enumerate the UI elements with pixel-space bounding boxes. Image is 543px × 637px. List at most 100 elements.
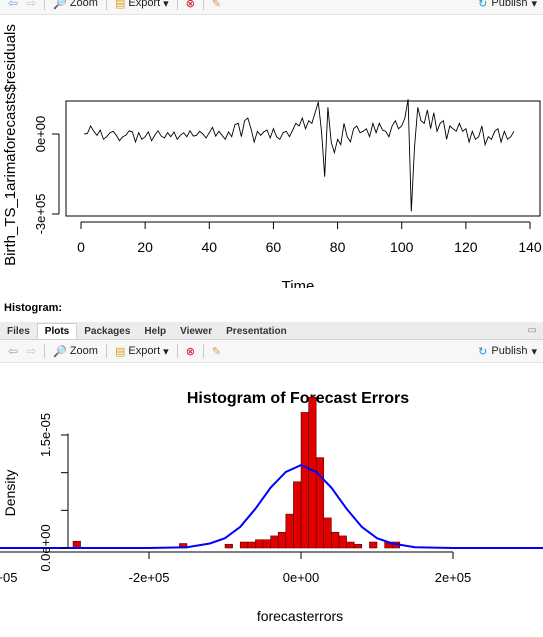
plots-toolbar-bottom: ⇦ ⇨ 🔎 Zoom ▤ Export ▾ ⊗ ✎ ↻ Publish ▾ <box>0 340 543 363</box>
remove-icon: ⊗ <box>185 345 195 358</box>
minimize-icon[interactable]: ▭ <box>527 325 537 336</box>
publish-icon: ↻ <box>478 0 488 10</box>
x-tick-label: 0e+00 <box>283 570 320 585</box>
publish-button[interactable]: ↻ Publish ▾ <box>478 0 537 10</box>
remove-plot-button[interactable]: ⊗ <box>186 345 195 358</box>
x-axis: 0 20 40 60 80 100 120 140 <box>77 221 542 255</box>
y-tick-label: 1.5e-05 <box>38 413 53 457</box>
x-tick-label: 0 <box>77 239 85 255</box>
chevron-down-icon: ▾ <box>163 345 169 358</box>
x-tick-label: 20 <box>137 239 153 255</box>
chevron-down-icon: ▾ <box>531 0 537 10</box>
histogram-bar <box>331 531 340 549</box>
zoom-icon: 🔎 <box>53 0 67 10</box>
forward-arrow-icon[interactable]: ⇨ <box>26 0 37 10</box>
histogram-bar <box>369 541 378 549</box>
toolbar-divider <box>202 0 204 10</box>
pane-tabs: Files Plots Packages Help Viewer Present… <box>0 322 543 340</box>
tab-viewer[interactable]: Viewer <box>180 326 213 337</box>
tab-help[interactable]: Help <box>144 326 167 337</box>
density-curve <box>0 464 543 549</box>
zoom-label: Zoom <box>69 0 98 9</box>
broom-icon: ✎ <box>211 345 222 358</box>
zoom-button[interactable]: 🔎 Zoom <box>53 0 98 10</box>
publish-label: Publish <box>491 0 528 9</box>
x-tick-label: 120 <box>454 239 478 255</box>
histogram-plot: Histogram of Forecast Errors -4e+05 -2e+0… <box>0 390 543 624</box>
residuals-series-line <box>84 99 515 212</box>
y-tick-label: -3e+05 <box>33 194 48 235</box>
toolbar-divider <box>105 344 107 358</box>
plots-toolbar-top: ⇦ ⇨ 🔎 Zoom ▤ Export ▾ ⊗ ✎ ↻ Publish ▾ <box>0 0 543 15</box>
y-axis: 0.0e+00 1.5e-05 <box>38 413 69 572</box>
zoom-icon: 🔎 <box>53 345 67 358</box>
histogram-bar <box>270 535 279 549</box>
tab-plots[interactable]: Plots <box>36 323 78 339</box>
histogram-bar <box>323 517 332 549</box>
y-axis-title: Birth_TS_1arimaforecasts$residuals <box>2 24 19 266</box>
remove-plot-button[interactable]: ⊗ <box>186 0 195 10</box>
chevron-down-icon: ▾ <box>531 345 537 358</box>
histogram-bar <box>239 541 249 549</box>
histogram-bar <box>338 535 347 549</box>
histogram-bar <box>247 541 256 549</box>
zoom-button[interactable]: 🔎 Zoom <box>53 345 98 358</box>
tab-presentation[interactable]: Presentation <box>226 326 287 337</box>
tab-packages[interactable]: Packages <box>84 326 131 337</box>
clear-plots-button[interactable]: ✎ <box>212 345 221 358</box>
histogram-bar <box>353 543 363 549</box>
x-axis: -4e+05 -2e+05 0e+00 2e+05 <box>0 551 472 585</box>
histogram-bar <box>346 541 355 549</box>
forward-arrow-icon[interactable]: ⇨ <box>26 344 37 358</box>
x-axis-title: Time <box>282 278 315 288</box>
export-button[interactable]: ▤ Export ▾ <box>115 0 169 10</box>
export-label: Export <box>128 0 161 9</box>
chevron-down-icon: ▾ <box>163 0 169 10</box>
export-label: Export <box>128 345 161 357</box>
y-axis: -3e+05 0e+00 <box>33 116 60 235</box>
histogram-bar <box>277 531 287 549</box>
x-tick-label: -2e+05 <box>129 570 170 585</box>
residuals-time-series-plot: 0 20 40 60 80 100 120 140 -3e+05 0e+00 Time Birt… <box>2 24 542 288</box>
x-tick-label: 140 <box>518 239 542 255</box>
histogram-bar <box>308 397 317 549</box>
x-axis-title: forecasterrors <box>257 608 343 624</box>
x-tick-label: -4e+05 <box>0 570 17 585</box>
section-label: Histogram: <box>4 302 63 314</box>
back-arrow-icon[interactable]: ⇦ <box>8 344 19 358</box>
x-tick-label: 2e+05 <box>435 570 472 585</box>
histogram-bar <box>293 481 302 549</box>
export-icon: ▤ <box>114 345 126 358</box>
histogram-bar <box>255 539 264 549</box>
toolbar-divider <box>44 344 46 358</box>
chart-title: Histogram of Forecast Errors <box>187 390 409 407</box>
broom-icon: ✎ <box>211 0 222 10</box>
publish-label: Publish <box>491 345 528 357</box>
toolbar-divider <box>176 0 178 10</box>
x-tick-label: 100 <box>390 239 414 255</box>
histogram-bar <box>315 457 325 549</box>
histogram-bar <box>224 543 233 549</box>
y-tick-label: 0.0e+00 <box>38 524 53 571</box>
plot-frame <box>65 100 541 217</box>
publish-icon: ↻ <box>478 345 488 358</box>
remove-icon: ⊗ <box>185 0 195 10</box>
histogram-bar <box>285 513 294 549</box>
publish-button[interactable]: ↻ Publish ▾ <box>478 345 537 358</box>
histogram-bar <box>300 412 309 549</box>
y-tick-label: 0e+00 <box>33 116 48 153</box>
x-tick-label: 60 <box>266 239 282 255</box>
toolbar-divider <box>176 344 178 358</box>
histogram-bars <box>72 397 401 549</box>
back-arrow-icon[interactable]: ⇦ <box>8 0 19 10</box>
histogram-bar <box>72 540 81 549</box>
x-tick-label: 40 <box>201 239 217 255</box>
clear-plots-button[interactable]: ✎ <box>212 0 221 10</box>
y-axis-title: Density <box>2 470 18 517</box>
tab-files[interactable]: Files <box>7 326 30 337</box>
export-button[interactable]: ▤ Export ▾ <box>115 345 169 358</box>
toolbar-divider <box>44 0 46 10</box>
x-tick-label: 80 <box>330 239 346 255</box>
export-icon: ▤ <box>114 0 126 10</box>
zoom-label: Zoom <box>69 345 98 357</box>
